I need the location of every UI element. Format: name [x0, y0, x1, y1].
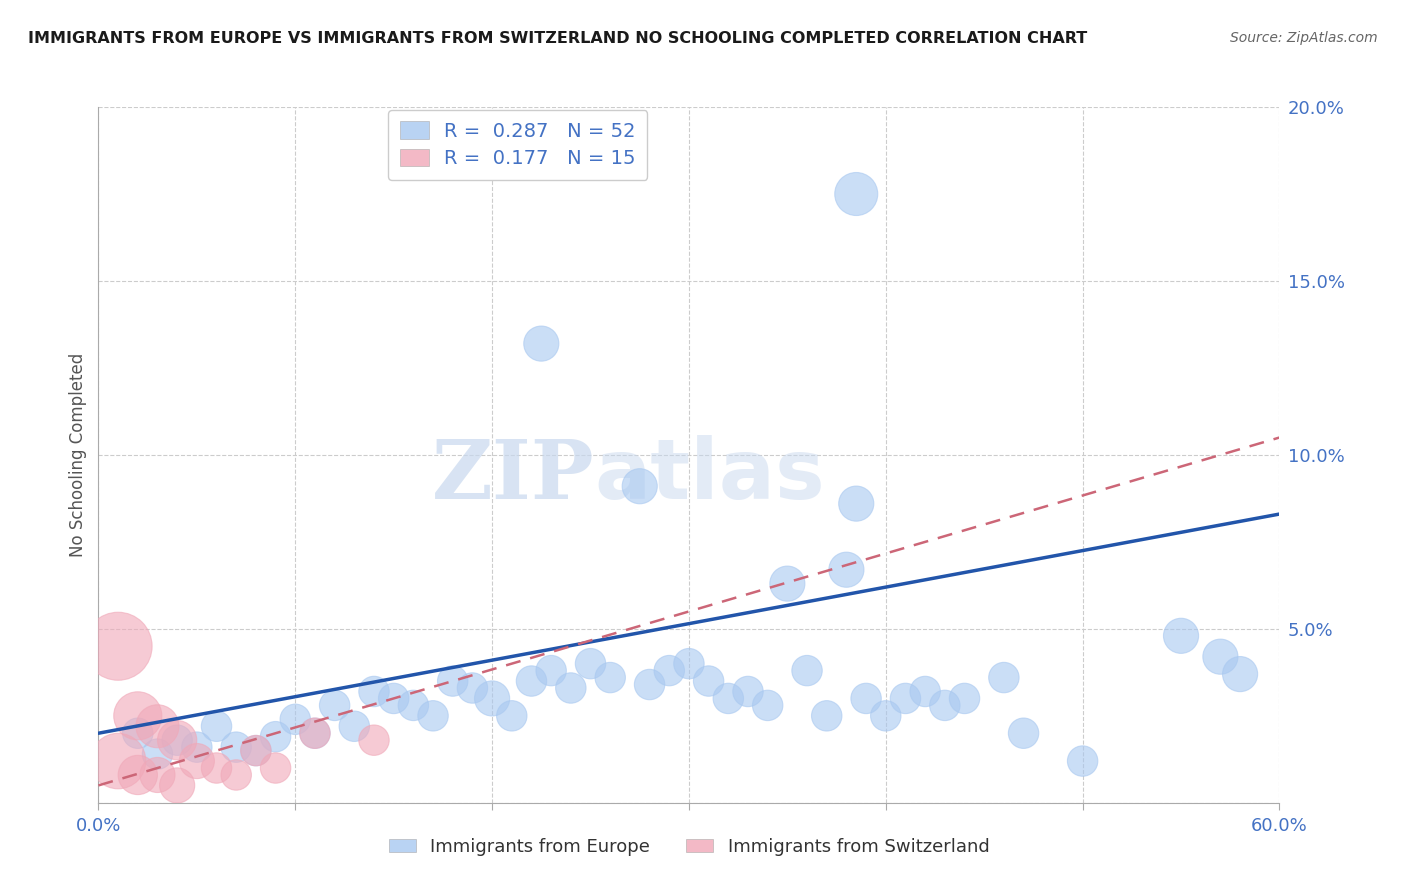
Point	[146, 768, 169, 782]
Point	[1209, 649, 1232, 664]
Point	[363, 733, 385, 747]
Point	[304, 726, 326, 740]
Y-axis label: No Schooling Completed: No Schooling Completed	[69, 353, 87, 557]
Point	[658, 664, 681, 678]
Point	[845, 187, 868, 202]
Point	[1229, 667, 1251, 681]
Point	[520, 674, 543, 689]
Point	[599, 671, 621, 685]
Point	[225, 740, 247, 755]
Point	[146, 747, 169, 761]
Point	[697, 674, 720, 689]
Point	[560, 681, 582, 695]
Point	[481, 691, 503, 706]
Text: atlas: atlas	[595, 435, 825, 516]
Point	[638, 677, 661, 691]
Point	[776, 576, 799, 591]
Point	[1170, 629, 1192, 643]
Point	[382, 691, 405, 706]
Point	[245, 744, 267, 758]
Point	[756, 698, 779, 713]
Point	[422, 708, 444, 723]
Point	[835, 563, 858, 577]
Point	[678, 657, 700, 671]
Point	[914, 684, 936, 698]
Point	[855, 691, 877, 706]
Point	[894, 691, 917, 706]
Point	[166, 733, 188, 747]
Point	[953, 691, 976, 706]
Point	[166, 733, 188, 747]
Point	[127, 726, 149, 740]
Point	[717, 691, 740, 706]
Point	[501, 708, 523, 723]
Point	[845, 497, 868, 511]
Point	[363, 684, 385, 698]
Point	[875, 708, 897, 723]
Point	[107, 754, 129, 768]
Point	[146, 719, 169, 733]
Point	[264, 761, 287, 775]
Point	[628, 479, 651, 493]
Point	[1071, 754, 1094, 768]
Point	[540, 664, 562, 678]
Point	[264, 730, 287, 744]
Legend: Immigrants from Europe, Immigrants from Switzerland: Immigrants from Europe, Immigrants from …	[381, 831, 997, 863]
Point	[304, 726, 326, 740]
Point	[284, 712, 307, 726]
Point	[323, 698, 346, 713]
Point	[245, 744, 267, 758]
Text: ZIP: ZIP	[432, 436, 595, 516]
Point	[107, 639, 129, 653]
Point	[934, 698, 956, 713]
Point	[461, 681, 484, 695]
Point	[166, 778, 188, 793]
Point	[127, 768, 149, 782]
Point	[343, 719, 366, 733]
Text: IMMIGRANTS FROM EUROPE VS IMMIGRANTS FROM SWITZERLAND NO SCHOOLING COMPLETED COR: IMMIGRANTS FROM EUROPE VS IMMIGRANTS FRO…	[28, 31, 1087, 46]
Point	[530, 336, 553, 351]
Point	[127, 708, 149, 723]
Point	[579, 657, 602, 671]
Point	[402, 698, 425, 713]
Point	[993, 671, 1015, 685]
Point	[796, 664, 818, 678]
Point	[1012, 726, 1035, 740]
Point	[225, 768, 247, 782]
Point	[205, 719, 228, 733]
Point	[441, 674, 464, 689]
Point	[815, 708, 838, 723]
Point	[737, 684, 759, 698]
Point	[186, 754, 208, 768]
Point	[205, 761, 228, 775]
Point	[186, 740, 208, 755]
Text: Source: ZipAtlas.com: Source: ZipAtlas.com	[1230, 31, 1378, 45]
